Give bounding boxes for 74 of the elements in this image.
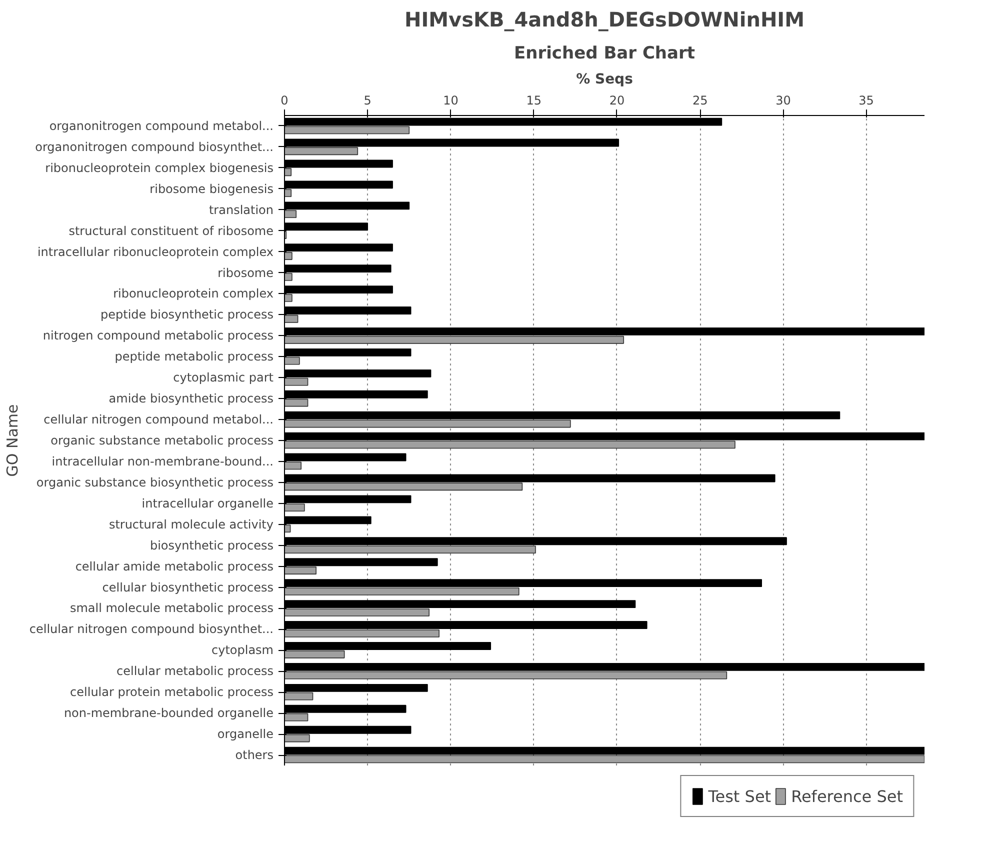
y-tick-label: cellular nitrogen compound metabol...	[44, 412, 274, 427]
bar	[284, 546, 536, 554]
bar	[284, 671, 728, 680]
y-tick-label: small molecule metabolic process	[70, 601, 274, 616]
y-tick-label: cellular metabolic process	[116, 664, 274, 678]
y-tick-label: cellular nitrogen compound biosynthet...	[29, 622, 274, 636]
y-tick-label: ribonucleoprotein complex biogenesis	[45, 160, 274, 175]
y-tick-label: peptide metabolic process	[114, 350, 274, 364]
y-tick-label: organonitrogen compound metabol...	[49, 118, 274, 133]
x-axis-title: % Seqs	[576, 72, 633, 88]
x-tick-label: 25	[692, 94, 708, 108]
x-tick-label: 30	[776, 94, 791, 108]
bar	[284, 482, 523, 491]
y-tick-label: peptide biosynthetic process	[100, 308, 274, 322]
y-tick-label: structural constituent of ribosome	[68, 224, 274, 238]
bar	[284, 608, 430, 616]
legend-label: Test Set	[708, 786, 772, 806]
y-tick-label: amide biosynthetic process	[108, 392, 274, 406]
bar	[284, 378, 308, 386]
y-tick-label: cellular amide metabolic process	[75, 559, 274, 574]
bar	[284, 650, 345, 658]
y-tick-label: organonitrogen compound biosynthet...	[35, 140, 274, 154]
bar	[284, 734, 310, 742]
x-tick-label: 15	[526, 94, 542, 108]
x-tick-label: 0	[280, 94, 288, 108]
bar	[284, 398, 308, 407]
y-tick-label: ribosome	[218, 266, 274, 280]
y-tick-label: ribonucleoprotein complex	[113, 286, 274, 301]
bar	[284, 294, 292, 302]
y-tick-label: intracellular ribonucleoprotein complex	[37, 244, 274, 259]
bar	[284, 629, 440, 638]
y-tick-label: others	[235, 748, 274, 762]
y-tick-label: structural molecule activity	[108, 517, 274, 532]
bar	[284, 566, 316, 574]
x-tick-label: 10	[443, 94, 458, 108]
bar	[284, 189, 292, 198]
bar	[284, 462, 302, 470]
bar	[284, 336, 624, 344]
bar	[284, 356, 300, 365]
y-tick-label: cellular biosynthetic process	[102, 580, 274, 594]
y-tick-label: organelle	[217, 727, 274, 742]
y-tick-label: cytoplasm	[212, 643, 274, 658]
y-tick-label: cellular protein metabolic process	[70, 685, 274, 700]
y-tick-label: intracellular organelle	[142, 496, 274, 510]
y-tick-label: ribosome biogenesis	[150, 182, 274, 196]
bar	[284, 713, 308, 722]
y-tick-label: non-membrane-bounded organelle	[64, 706, 274, 720]
bar	[284, 588, 520, 596]
bar	[284, 272, 292, 281]
y-tick-label: organic substance metabolic process	[50, 434, 274, 448]
chart-title: HIMvsKB_4and8h_DEGsDOWNinHIM	[404, 8, 805, 32]
y-tick-label: translation	[208, 202, 274, 217]
chart-subtitle: Enriched Bar Chart	[514, 44, 696, 64]
y-tick-label: organic substance biosynthetic process	[36, 475, 274, 490]
bar	[284, 126, 410, 134]
bar	[284, 314, 298, 323]
x-tick-label: 20	[609, 94, 625, 108]
y-tick-label: nitrogen compound metabolic process	[42, 328, 274, 343]
y-axis-title: GO Name	[3, 404, 22, 477]
bar	[284, 252, 292, 260]
y-tick-label: cytoplasmic part	[173, 370, 274, 385]
bar	[284, 210, 297, 218]
y-tick-label: intracellular non-membrane-bound...	[52, 454, 274, 468]
bar	[284, 504, 305, 512]
bar	[284, 420, 571, 428]
bar	[284, 440, 736, 449]
bar	[284, 147, 358, 156]
bar	[284, 168, 292, 176]
x-tick-label: 35	[858, 94, 874, 108]
bar	[284, 692, 314, 700]
bar	[284, 755, 924, 764]
y-tick-label: biosynthetic process	[150, 538, 274, 552]
x-tick-label: 5	[364, 94, 372, 108]
legend-label: Reference Set	[791, 786, 903, 806]
